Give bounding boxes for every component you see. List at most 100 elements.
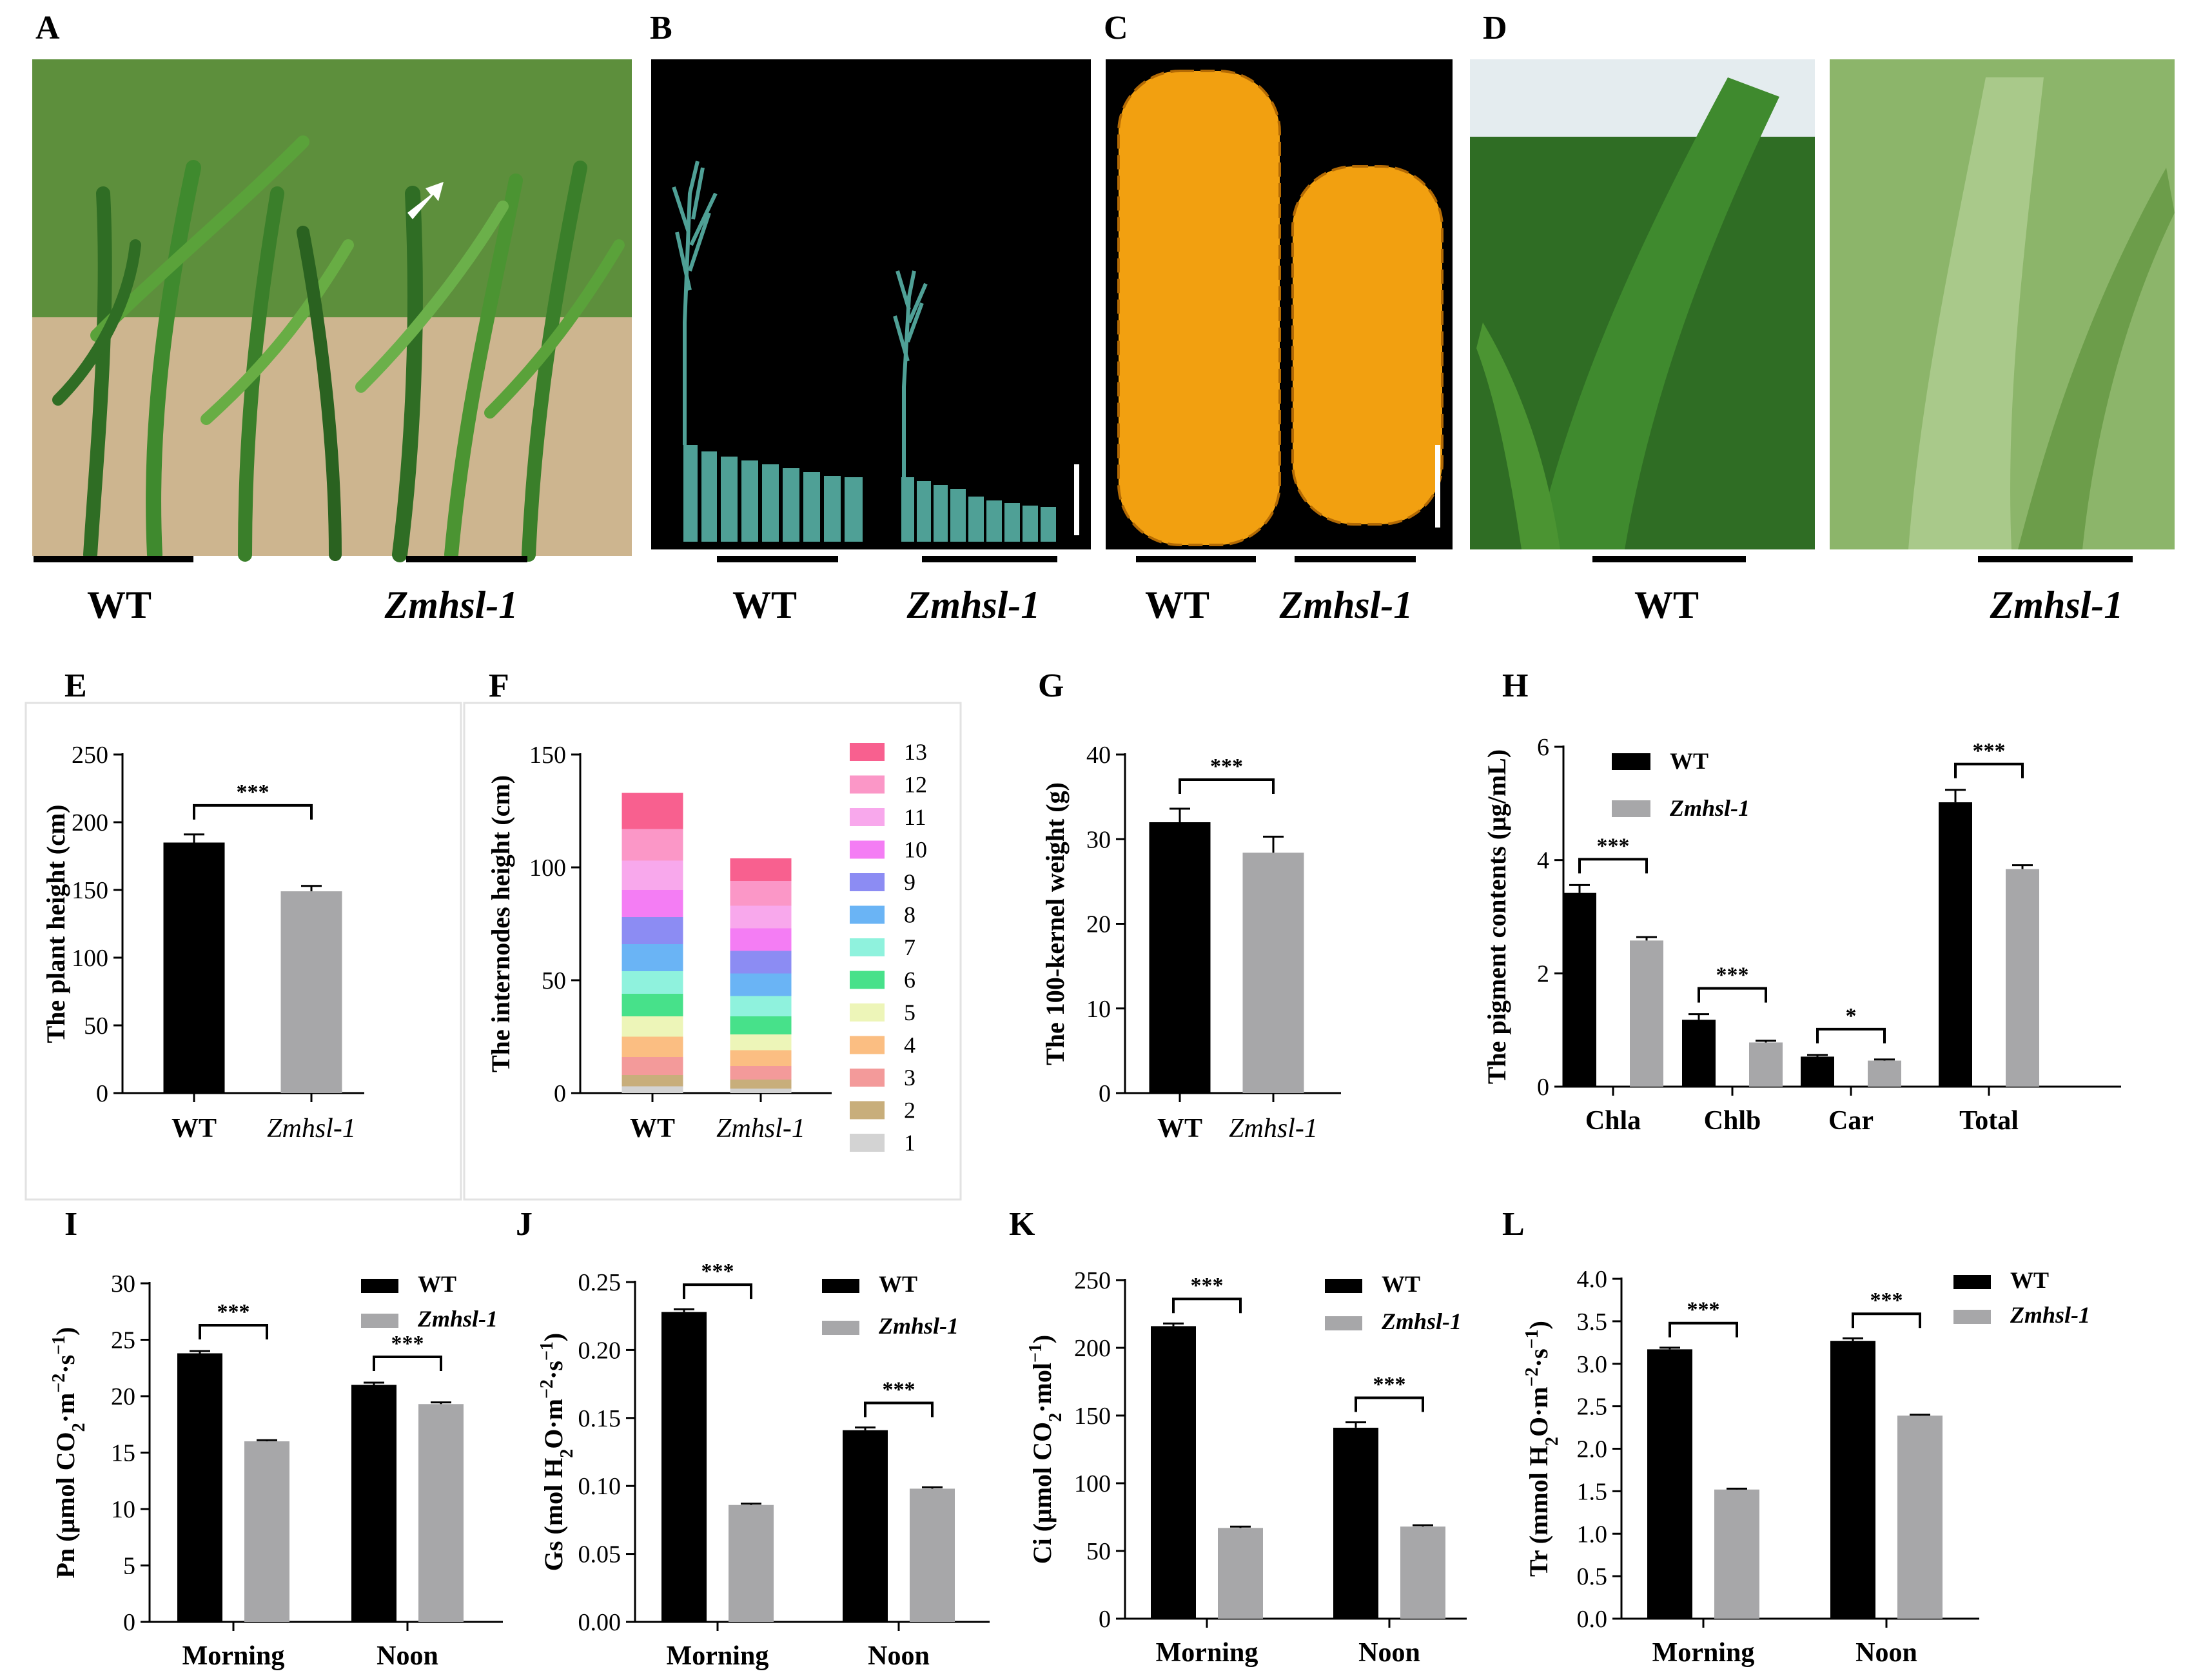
bar — [1801, 1056, 1834, 1087]
y-axis-label-part: ) — [1028, 1335, 1057, 1343]
panel-e-frame — [24, 702, 462, 1201]
y-axis-label-part: −1 — [49, 1336, 69, 1355]
x-tick-label: Zmhsl-1 — [1229, 1114, 1318, 1143]
photo-c-wt-kernels — [1117, 70, 1281, 546]
scale-bar-b — [1074, 464, 1079, 535]
y-tick-label: 30 — [111, 1270, 135, 1298]
chart-tr: L 0.0 0.5 1.0 1.5 2.0 2.5 3.0 3.5 4.0 Tr (mmol H2O… — [1502, 1206, 2090, 1668]
y-axis-label: Ci (μmol CO2·mol−1) — [1026, 1335, 1066, 1564]
chart-internodes-height: F 0 50 100 150 The internodes height (cm) WT Zm… — [486, 667, 927, 1156]
y-tick-label: 40 — [1086, 742, 1111, 769]
legend-swatch — [850, 1036, 885, 1054]
stacked-segment — [730, 973, 792, 996]
underline-d-wt — [1592, 556, 1746, 562]
stacked-segment — [622, 1016, 683, 1037]
y-tick-label: 0 — [554, 1080, 566, 1107]
y-axis-label-part: Ci (μmol CO — [1028, 1422, 1057, 1564]
x-tick-label: Noon — [377, 1641, 438, 1671]
bar — [729, 1505, 774, 1622]
bar — [1400, 1526, 1445, 1619]
y-tick-label: 20 — [111, 1383, 135, 1410]
y-tick-label: 0.15 — [578, 1405, 622, 1432]
scale-bar-c — [1435, 445, 1440, 528]
y-axis-label-part: O·m — [539, 1399, 568, 1449]
y-tick-label: 1.5 — [1577, 1478, 1608, 1505]
stacked-segment — [730, 1089, 792, 1093]
significance-bracket — [193, 804, 313, 820]
y-tick-label: 0.25 — [578, 1269, 622, 1296]
y-tick-label: 25 — [111, 1327, 135, 1354]
legend-swatch — [1325, 1316, 1362, 1330]
label-c-wt: WT — [1145, 584, 1209, 626]
stacked-segment — [622, 1086, 683, 1093]
y-tick-label: 30 — [1086, 826, 1111, 853]
x-tick-label: WT — [171, 1114, 217, 1143]
legend-label: 4 — [904, 1032, 915, 1058]
legend-label: Zmhsl-1 — [1381, 1308, 1462, 1334]
significance-bracket — [1954, 762, 2024, 778]
legend-swatch — [850, 743, 885, 761]
y-axis-label-part: O·m — [1524, 1387, 1553, 1437]
legend-swatch — [850, 905, 885, 924]
legend-swatch — [850, 775, 885, 794]
photo-d-mutant-leaf-2 — [2018, 168, 2175, 549]
y-tick-label: 0.20 — [578, 1337, 622, 1364]
y-axis-label-part: Gs (mol H — [539, 1458, 568, 1572]
stacked-segment — [622, 793, 683, 829]
panel-c: C WT Zmhsl-1 — [1104, 10, 1453, 626]
label-b-mutant: Zmhsl-1 — [906, 584, 1041, 626]
significance-bracket — [199, 1324, 268, 1339]
y-axis-label-part: Pn (μmol CO — [51, 1432, 80, 1578]
bar — [1939, 802, 1972, 1087]
photo-d-mutant-leaf — [1908, 77, 2044, 549]
stacked-segment — [622, 829, 683, 861]
y-tick-label: 200 — [1074, 1335, 1111, 1362]
photo-b-mutant-stalk — [893, 270, 928, 477]
legend-label: WT — [418, 1271, 456, 1297]
stacked-segment — [730, 951, 792, 974]
chart-kernel-weight: G 0 10 20 30 40 The 100-kernel weight (g) WT Zmh… — [1038, 667, 1341, 1143]
y-tick-label: 250 — [1074, 1267, 1111, 1294]
legend-swatch — [1953, 1275, 1991, 1289]
y-tick-label: 50 — [542, 967, 566, 994]
y-axis-label-part: ·m — [51, 1393, 80, 1423]
stacked-segment — [730, 928, 792, 951]
bar — [244, 1441, 289, 1622]
legend-label: 8 — [904, 902, 915, 928]
scale-bar-a-mutant — [406, 556, 527, 562]
legend-label: Zmhsl-1 — [1669, 795, 1750, 821]
panel-f-frame — [463, 702, 962, 1201]
panel-letter: G — [1038, 667, 1064, 704]
y-tick-label: 150 — [529, 742, 566, 769]
significance-bracket — [1852, 1312, 1921, 1328]
stacked-segment — [622, 890, 683, 917]
chart-plant-height: E 0 50 100 150 200 250 The plant height (cm) WT Z… — [41, 667, 364, 1143]
photo-b-wt-stalk — [672, 161, 718, 445]
y-tick-label: 150 — [1074, 1403, 1111, 1430]
y-tick-label: 100 — [72, 945, 108, 972]
panel-d: D WT Zmhsl-1 — [1470, 10, 2175, 626]
panel-letter-c: C — [1104, 10, 1128, 46]
bar — [177, 1353, 222, 1622]
legend-swatch — [822, 1321, 859, 1335]
legend-label: 3 — [904, 1065, 915, 1091]
legend-label: WT — [2010, 1267, 2049, 1293]
stacked-segment — [622, 994, 683, 1016]
y-axis-label-part: ·s — [1524, 1348, 1553, 1367]
significance-label: *** — [1687, 1298, 1720, 1322]
bar — [661, 1312, 707, 1622]
y-tick-label: 5 — [123, 1553, 135, 1580]
legend-label: WT — [1670, 748, 1708, 774]
legend-swatch — [850, 808, 885, 826]
significance-bracket — [1355, 1396, 1424, 1412]
panel-letter-d: D — [1483, 10, 1507, 46]
x-tick-label: Morning — [1652, 1638, 1755, 1668]
y-axis-label-part: −2 — [49, 1374, 69, 1393]
x-tick-label: Noon — [1358, 1638, 1420, 1668]
y-axis-label-part: −1 — [1026, 1343, 1046, 1363]
panel-letter-a: A — [35, 10, 60, 46]
y-tick-label: 50 — [84, 1012, 108, 1040]
y-axis-label: Tr (mmol H2O·m−2·s−1) — [1522, 1321, 1562, 1577]
y-tick-label: 0 — [123, 1609, 135, 1636]
